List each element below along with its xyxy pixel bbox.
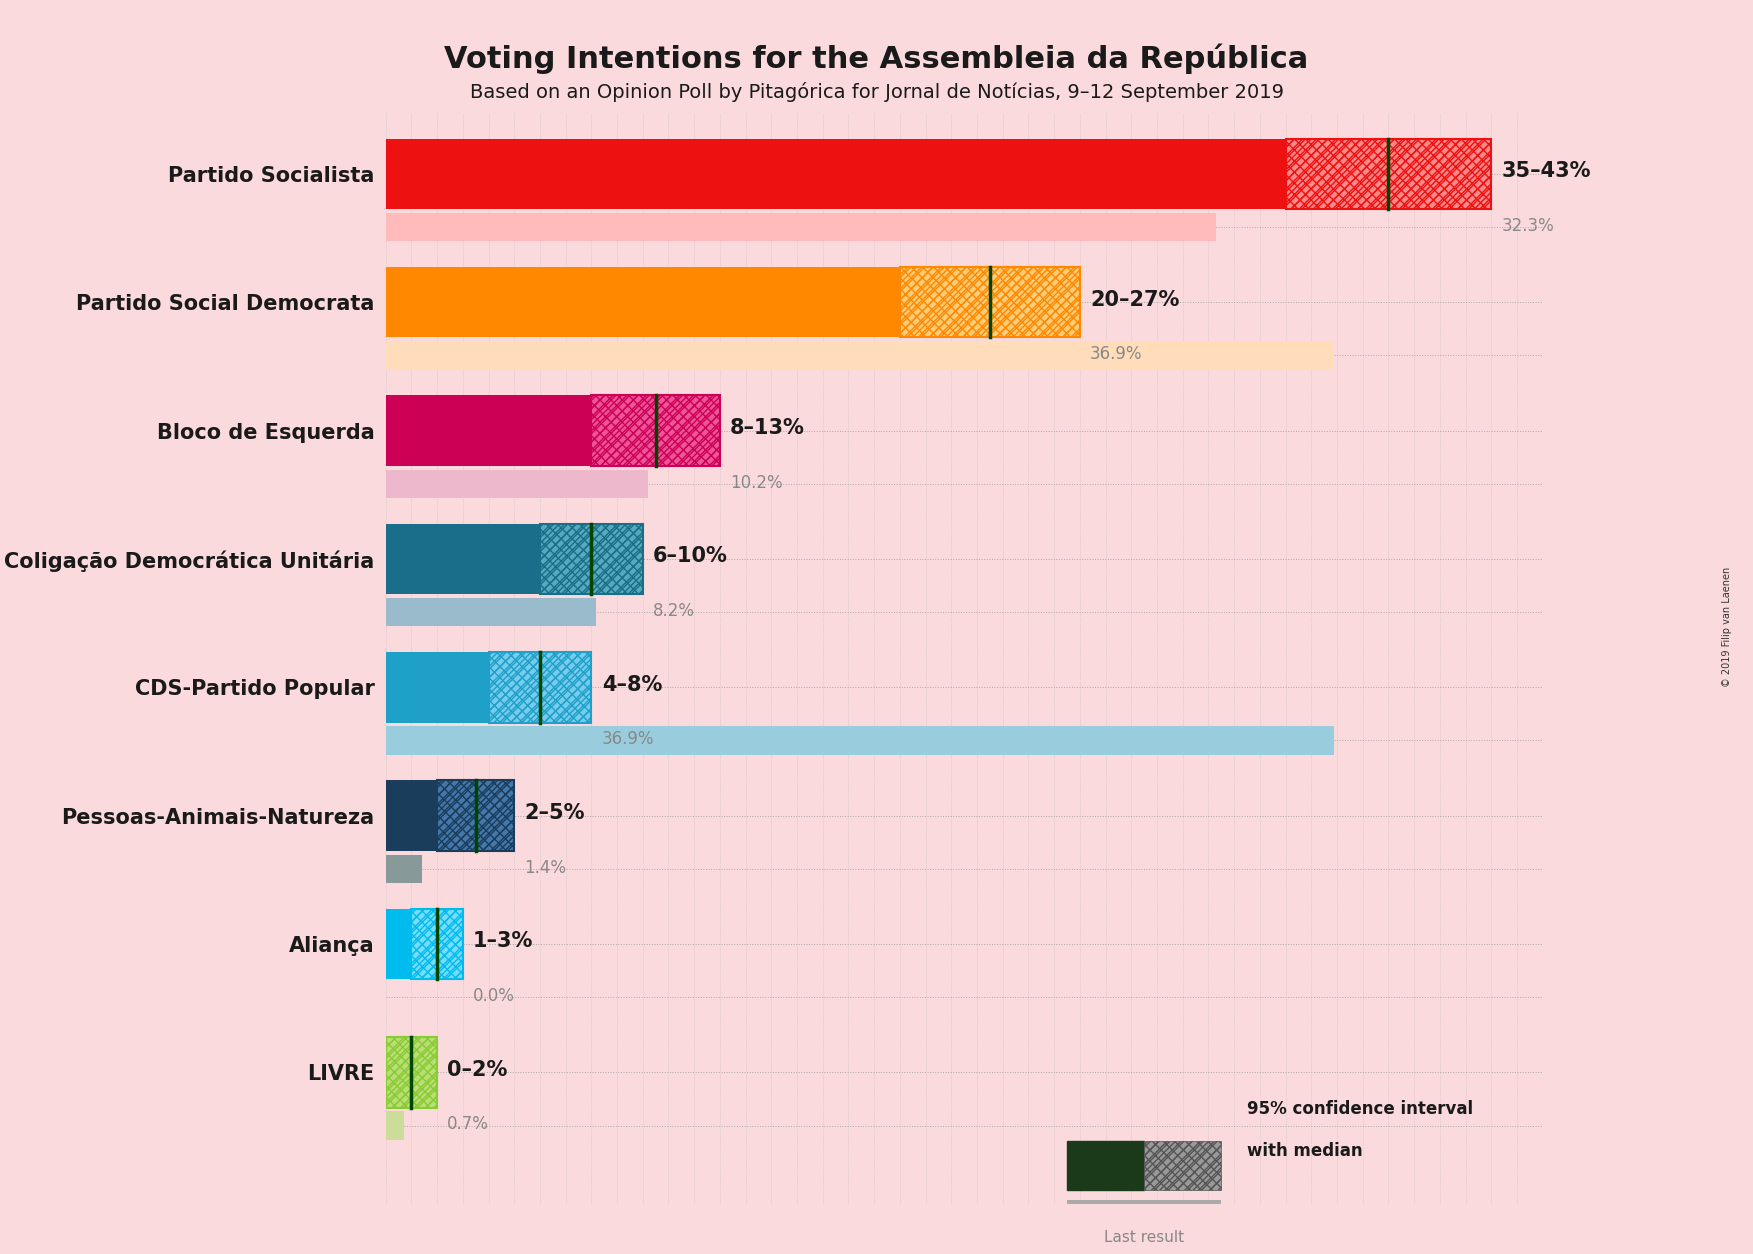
Bar <box>386 470 649 498</box>
Bar <box>591 395 720 465</box>
Bar <box>899 267 1080 337</box>
Text: 10.2%: 10.2% <box>731 474 784 492</box>
Bar <box>412 909 463 979</box>
Bar <box>1068 1141 1145 1190</box>
Text: 0.7%: 0.7% <box>447 1115 489 1134</box>
Bar <box>412 909 463 979</box>
Bar <box>436 780 514 851</box>
Bar <box>436 780 514 851</box>
Text: 32.3%: 32.3% <box>1502 217 1555 234</box>
Bar <box>591 395 720 465</box>
Text: © 2019 Filip van Laenen: © 2019 Filip van Laenen <box>1721 567 1732 687</box>
Bar <box>540 524 643 594</box>
Bar <box>489 652 591 722</box>
Bar <box>1285 138 1492 209</box>
Bar <box>1285 138 1492 209</box>
Bar <box>489 652 591 722</box>
Bar <box>386 1037 436 1107</box>
Bar <box>591 395 720 465</box>
Text: 4–8%: 4–8% <box>601 675 663 695</box>
Bar <box>386 138 1285 209</box>
Text: Based on an Opinion Poll by Pitagórica for Jornal de Notícias, 9–12 September 20: Based on an Opinion Poll by Pitagórica f… <box>470 82 1283 102</box>
Bar <box>1145 1141 1222 1190</box>
Text: 0.0%: 0.0% <box>473 987 515 1004</box>
Bar <box>386 395 591 465</box>
Text: 36.9%: 36.9% <box>1090 345 1143 364</box>
Bar <box>386 213 1217 241</box>
Bar <box>386 652 489 722</box>
Bar <box>489 652 591 722</box>
Bar <box>386 267 899 337</box>
Text: 1.4%: 1.4% <box>524 859 566 877</box>
Text: 20–27%: 20–27% <box>1090 290 1180 310</box>
Text: 35–43%: 35–43% <box>1502 162 1592 182</box>
Text: 95% confidence interval: 95% confidence interval <box>1246 1100 1473 1117</box>
Bar <box>436 780 514 851</box>
Text: 8–13%: 8–13% <box>731 418 805 438</box>
Text: 6–10%: 6–10% <box>654 547 727 567</box>
Bar <box>899 267 1080 337</box>
Bar <box>386 598 596 626</box>
Bar <box>1068 1200 1222 1223</box>
Bar <box>1285 138 1492 209</box>
Text: 1–3%: 1–3% <box>473 932 533 952</box>
Bar <box>412 909 463 979</box>
Bar <box>540 524 643 594</box>
Text: 36.9%: 36.9% <box>601 730 654 749</box>
Bar <box>386 524 540 594</box>
Bar <box>489 652 591 722</box>
Bar <box>386 1037 436 1107</box>
Bar <box>386 341 1334 370</box>
Bar <box>1285 138 1492 209</box>
Bar <box>386 1111 403 1140</box>
Bar <box>386 780 436 851</box>
Bar <box>386 855 422 883</box>
Bar <box>386 909 412 979</box>
Bar <box>899 267 1080 337</box>
Bar <box>386 726 1334 755</box>
Bar <box>540 524 643 594</box>
Text: 0–2%: 0–2% <box>447 1060 508 1080</box>
Text: 2–5%: 2–5% <box>524 803 586 823</box>
Bar <box>540 524 643 594</box>
Bar <box>436 780 514 851</box>
Bar <box>386 1037 436 1107</box>
Bar <box>591 395 720 465</box>
Bar <box>1145 1141 1222 1190</box>
Bar <box>899 267 1080 337</box>
Bar <box>412 909 463 979</box>
Text: with median: with median <box>1246 1142 1362 1160</box>
Text: Voting Intentions for the Assembleia da República: Voting Intentions for the Assembleia da … <box>444 44 1309 74</box>
Text: Last result: Last result <box>1104 1229 1185 1244</box>
Bar <box>386 1037 436 1107</box>
Text: 8.2%: 8.2% <box>654 602 694 619</box>
